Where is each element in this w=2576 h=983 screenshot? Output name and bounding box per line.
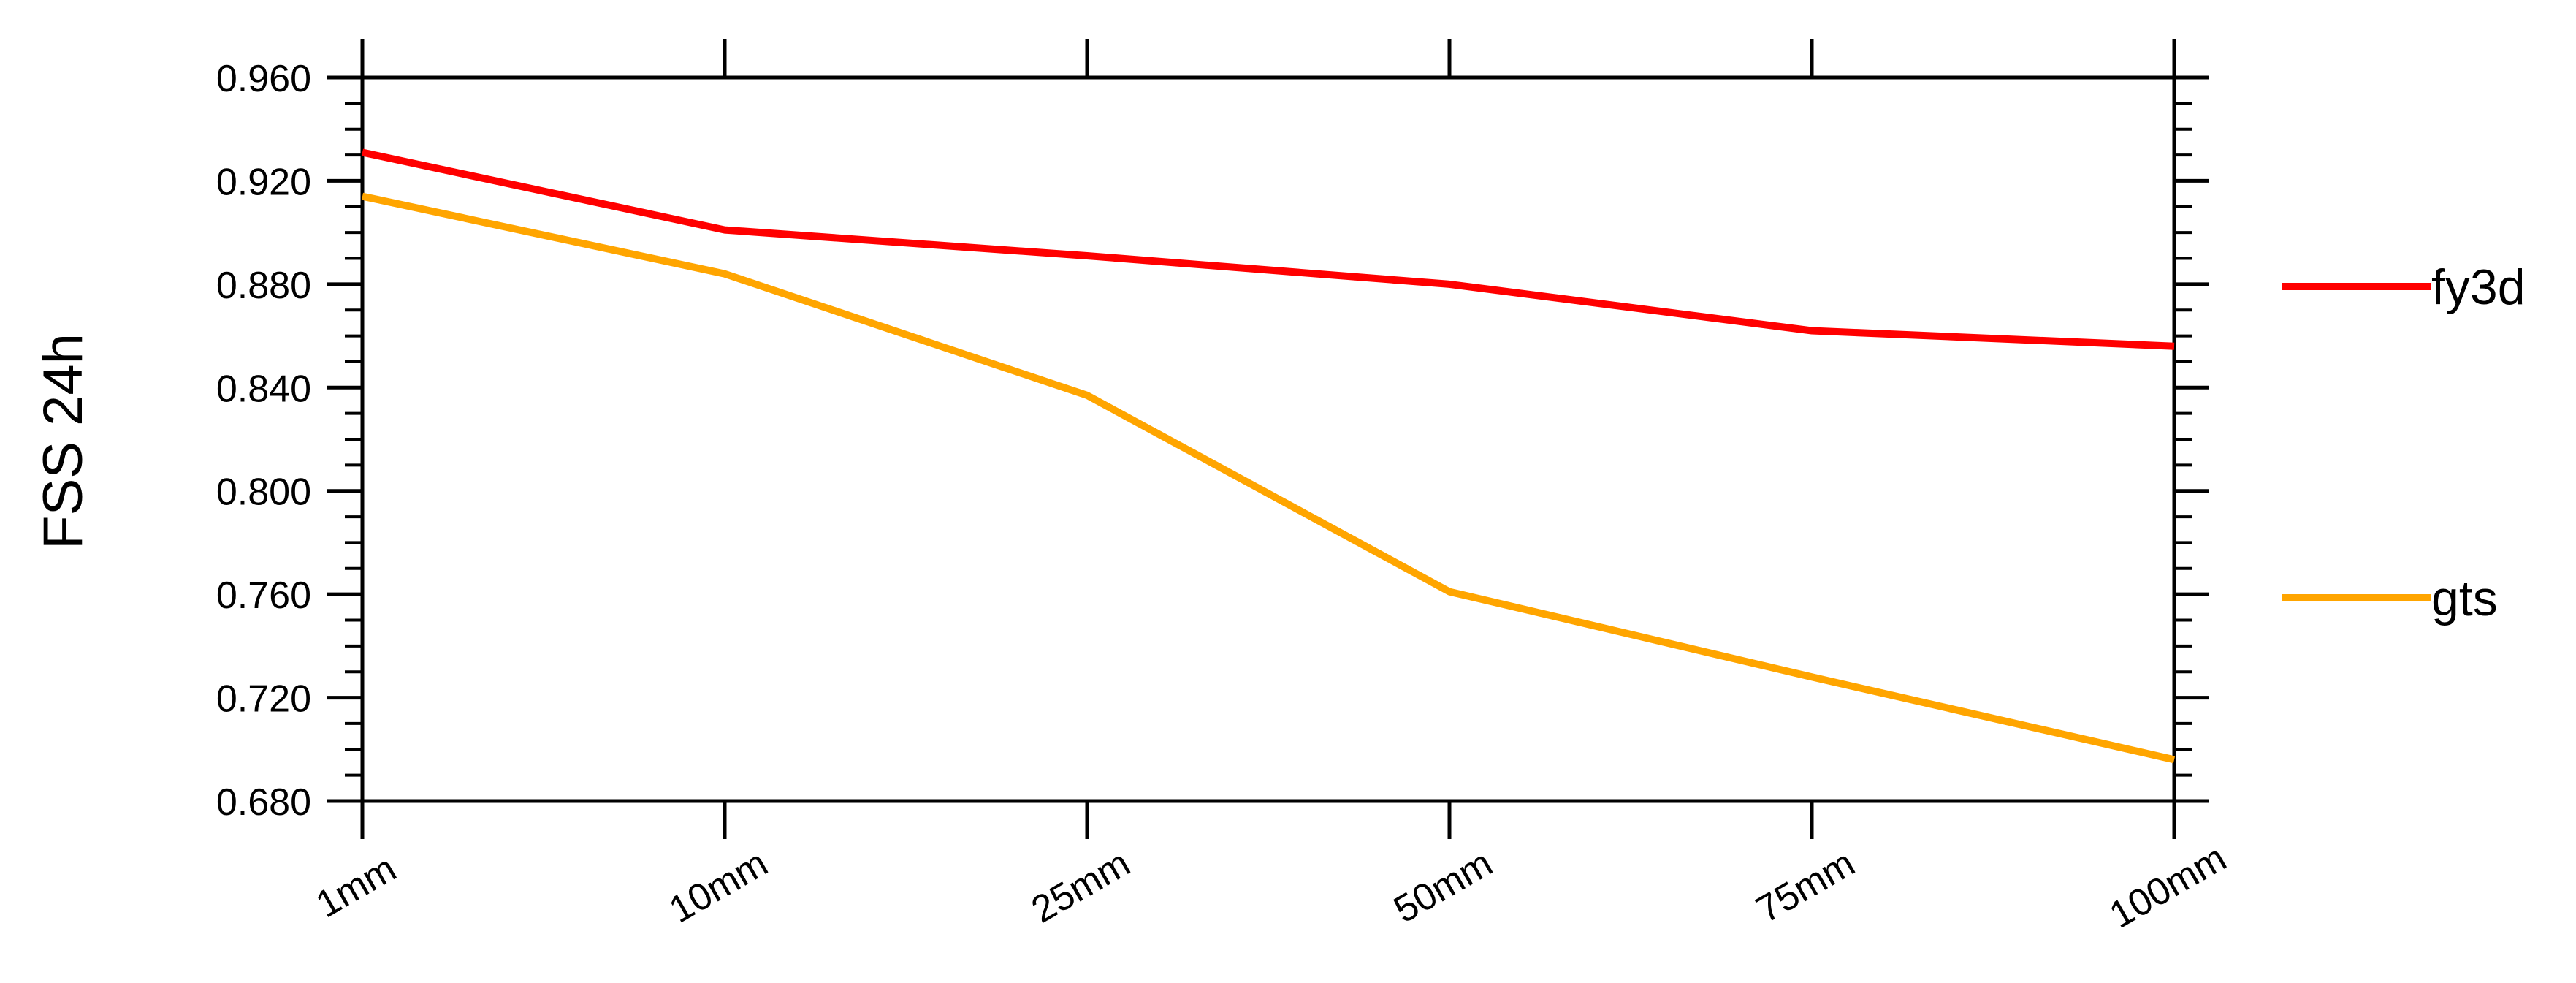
x-axis-ticks bbox=[360, 39, 2176, 839]
x-tick-label: 25mm bbox=[1024, 842, 1137, 931]
y-axis-tick-labels: 0.680 0.720 0.760 0.800 0.840 0.880 0.920 0.960 bbox=[216, 58, 311, 824]
series-line-fy3d bbox=[361, 148, 2175, 350]
y-axis-title: FSS 24h bbox=[32, 333, 94, 550]
y-tick-label: 0.920 bbox=[216, 161, 311, 203]
y-tick-label: 0.880 bbox=[216, 265, 311, 307]
y-tick-label: 0.720 bbox=[216, 678, 311, 721]
legend: fy3d gts bbox=[2282, 259, 2526, 626]
x-tick-label: 75mm bbox=[1749, 842, 1861, 931]
x-tick-label: 10mm bbox=[662, 842, 774, 931]
series-line-gts bbox=[361, 192, 2176, 764]
legend-label-gts: gts bbox=[2431, 571, 2498, 626]
y-axis-ticks bbox=[327, 75, 2209, 803]
plot-frame bbox=[360, 75, 2176, 803]
x-tick-label: 100mm bbox=[2103, 837, 2233, 937]
plot-border bbox=[360, 75, 2176, 803]
series-lines bbox=[361, 148, 2176, 764]
x-tick-label: 50mm bbox=[1387, 842, 1499, 931]
y-tick-label: 0.960 bbox=[216, 58, 311, 100]
y-tick-label: 0.800 bbox=[216, 471, 311, 514]
y-tick-label: 0.680 bbox=[216, 781, 311, 824]
legend-label-fy3d: fy3d bbox=[2431, 259, 2526, 315]
x-axis-tick-labels: 1mm 10mm 25mm 50mm 75mm 100mm bbox=[309, 837, 2233, 937]
x-tick-label: 1mm bbox=[309, 847, 403, 926]
y-tick-label: 0.760 bbox=[216, 574, 311, 617]
y-tick-label: 0.840 bbox=[216, 368, 311, 410]
